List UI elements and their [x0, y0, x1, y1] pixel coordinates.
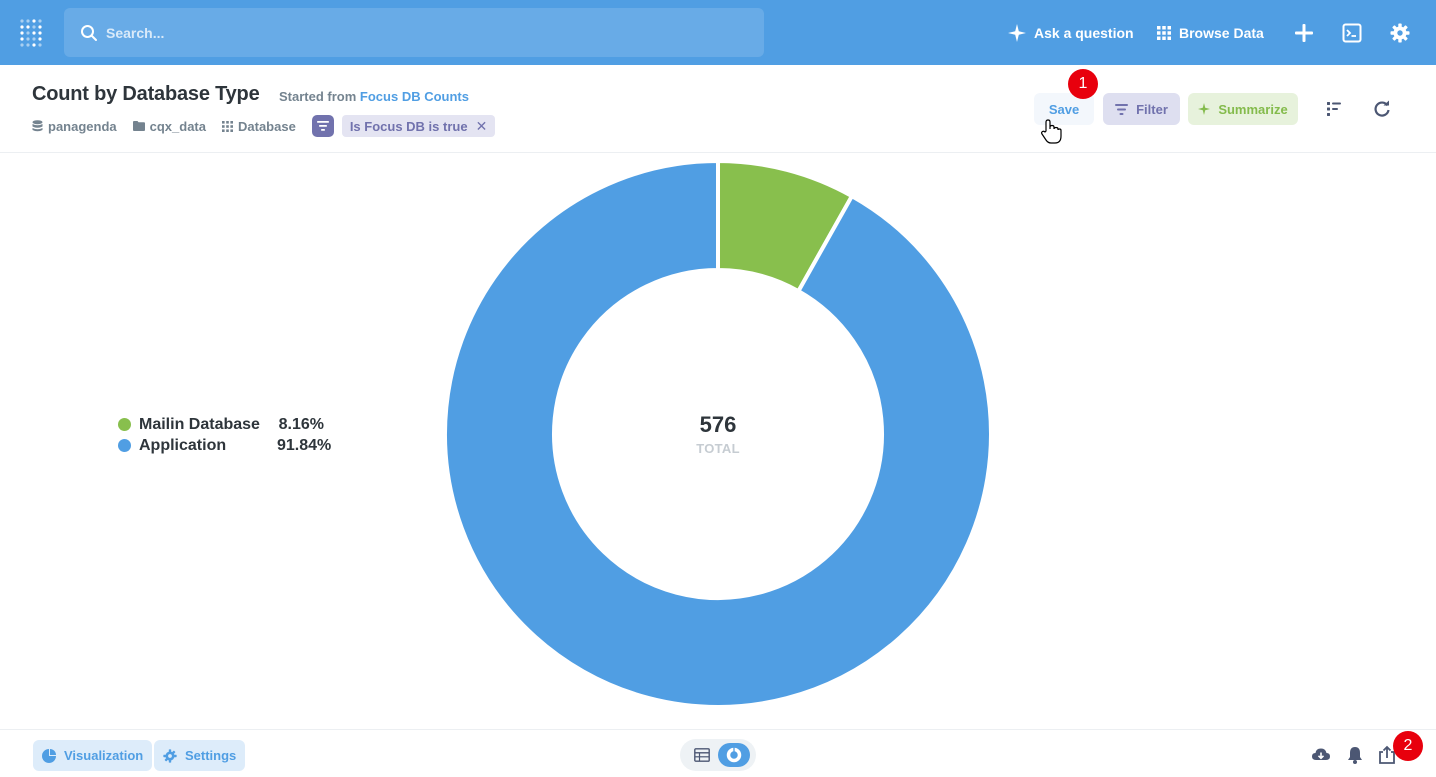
view-toggle: [680, 739, 756, 771]
browse-data-label: Browse Data: [1179, 25, 1264, 41]
settings-button[interactable]: [1387, 20, 1413, 46]
breadcrumb-schema[interactable]: cqx_data: [132, 118, 206, 134]
ask-question-label: Ask a question: [1034, 25, 1134, 41]
search-input[interactable]: Search...: [64, 8, 764, 57]
breadcrumb-label: cqx_data: [149, 118, 206, 134]
breadcrumb-database[interactable]: panagenda: [32, 119, 117, 134]
started-from: Started from Focus DB Counts: [279, 89, 469, 104]
filter-button[interactable]: Filter: [1103, 93, 1180, 125]
plus-icon: [1295, 24, 1313, 42]
legend-percent: 91.84%: [277, 436, 332, 454]
chart-legend: Mailin Database 8.16% Application 91.84%: [118, 414, 332, 456]
terminal-icon: [1342, 23, 1362, 43]
filter-icon: [1115, 103, 1129, 115]
table-grid-icon: [222, 120, 233, 132]
refresh-icon[interactable]: [1372, 99, 1392, 119]
bell-icon[interactable]: [1345, 745, 1365, 765]
sparkle-icon: [1198, 103, 1211, 115]
visualization-button[interactable]: Visualization: [33, 740, 153, 771]
filter-toggle-button[interactable]: [311, 115, 334, 137]
filter-button-label: Filter: [1136, 101, 1168, 117]
ask-question-button[interactable]: Ask a question: [1008, 20, 1134, 46]
pie-slice-application[interactable]: [443, 158, 993, 709]
metabase-logo-icon[interactable]: [19, 18, 45, 48]
legend-percent: 8.16%: [278, 415, 324, 433]
chart-view-toggle[interactable]: [718, 743, 750, 767]
top-navbar: Search... Ask a question Browse Data: [0, 0, 1436, 65]
legend-swatch: [118, 439, 131, 452]
summarize-button-label: Summarize: [1218, 101, 1288, 117]
browse-data-button[interactable]: Browse Data: [1157, 20, 1264, 46]
visualization-area: Mailin Database 8.16% Application 91.84%…: [0, 154, 1436, 729]
breadcrumb-label: panagenda: [48, 118, 117, 134]
step-badge-1: 1: [1068, 69, 1098, 99]
filter-icon: [316, 121, 329, 131]
table-view-toggle[interactable]: [686, 743, 718, 767]
footer-bar: Visualization Settings: [0, 729, 1436, 777]
pie-chart-icon: [42, 748, 56, 763]
page-title[interactable]: Count by Database Type: [32, 83, 260, 105]
legend-label: Application: [139, 436, 227, 454]
summarize-button[interactable]: Summarize: [1188, 93, 1298, 125]
step-badge-2: 2: [1393, 731, 1423, 761]
legend-label: Mailin Database: [139, 415, 260, 433]
gear-icon: [1390, 23, 1410, 43]
chart-total-value: 576: [699, 412, 737, 437]
search-icon: [81, 24, 97, 41]
question-header: Count by Database Type Started from Focu…: [0, 65, 1436, 153]
folder-icon: [132, 121, 145, 131]
donut-chart-icon: [726, 747, 742, 763]
table-icon: [694, 748, 710, 762]
legend-swatch: [118, 418, 131, 431]
donut-chart: [443, 158, 993, 709]
search-placeholder: Search...: [106, 24, 165, 41]
legend-item[interactable]: Mailin Database 8.16%: [118, 414, 324, 435]
hand-cursor-icon: [1041, 119, 1062, 144]
breadcrumb-label: Database: [238, 118, 296, 134]
sql-editor-button[interactable]: [1339, 20, 1365, 46]
started-from-prefix: Started from: [279, 89, 357, 104]
settings-viz-label: Settings: [185, 748, 237, 763]
new-plus-button[interactable]: [1291, 20, 1317, 46]
breadcrumb: panagenda cqx_data Database: [32, 115, 496, 137]
chart-total-label: TOTAL: [696, 441, 740, 456]
breadcrumb-table[interactable]: Database: [222, 119, 296, 134]
sparkle-icon: [1008, 24, 1026, 42]
gear-icon: [163, 748, 177, 763]
visualization-label: Visualization: [64, 748, 144, 763]
settings-viz-button[interactable]: Settings: [154, 740, 246, 771]
filter-pill[interactable]: Is Focus DB is true ✕: [341, 115, 496, 137]
database-icon: [32, 120, 43, 132]
close-icon[interactable]: ✕: [475, 117, 488, 134]
filter-pill-label: Is Focus DB is true: [349, 118, 468, 134]
download-icon[interactable]: [1311, 745, 1331, 765]
started-from-link[interactable]: Focus DB Counts: [359, 89, 469, 104]
notebook-editor-icon[interactable]: [1324, 99, 1344, 119]
legend-item[interactable]: Application 91.84%: [118, 435, 332, 456]
grid-icon: [1157, 26, 1171, 40]
